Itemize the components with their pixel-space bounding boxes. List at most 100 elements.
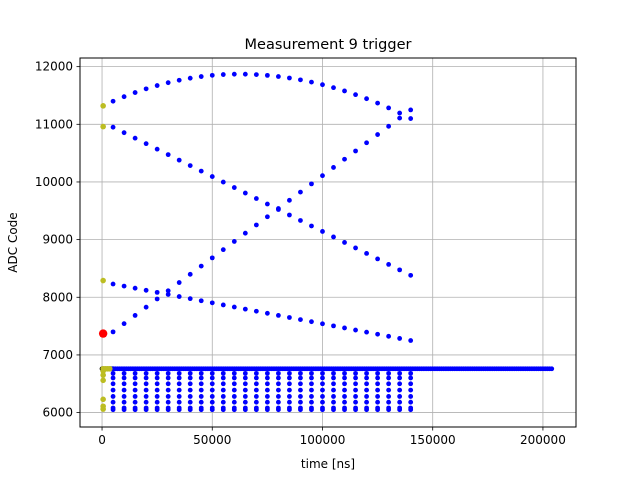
data-point <box>320 387 325 393</box>
data-point <box>353 381 358 387</box>
data-point <box>220 302 226 308</box>
data-point <box>121 399 127 405</box>
data-point <box>386 381 392 387</box>
data-point <box>309 181 314 187</box>
data-point <box>176 157 182 163</box>
y-tick-label: 10000 <box>35 175 73 189</box>
data-point <box>386 105 392 111</box>
data-point <box>110 281 116 287</box>
data-point <box>408 407 414 413</box>
data-point <box>375 387 380 393</box>
data-point <box>386 394 392 399</box>
data-point <box>375 399 380 405</box>
data-point <box>320 229 325 234</box>
data-point <box>154 394 160 399</box>
data-point <box>309 387 314 393</box>
data-point <box>342 399 347 405</box>
data-point <box>353 148 358 154</box>
data-point <box>110 329 116 335</box>
data-point <box>143 387 149 393</box>
data-point <box>264 394 270 399</box>
data-point <box>309 319 314 325</box>
start-point <box>106 365 113 372</box>
data-point <box>386 399 392 405</box>
data-point <box>253 72 259 78</box>
data-point <box>342 407 347 413</box>
data-point <box>220 394 226 399</box>
data-point <box>121 381 127 387</box>
data-point <box>242 399 248 405</box>
data-point <box>209 72 215 78</box>
data-point <box>386 387 392 393</box>
data-point <box>209 407 215 413</box>
data-point <box>397 336 403 341</box>
data-point <box>209 387 215 393</box>
data-point <box>331 399 336 405</box>
data-point <box>231 387 237 393</box>
grid-lines <box>80 58 576 427</box>
data-point <box>132 381 138 387</box>
data-point <box>154 370 160 376</box>
data-point <box>397 115 403 121</box>
data-point <box>242 306 248 312</box>
data-point <box>309 399 314 405</box>
data-point <box>231 399 237 405</box>
data-point <box>342 375 347 381</box>
data-point <box>264 399 270 405</box>
data-point <box>198 387 204 393</box>
data-point <box>209 300 215 306</box>
data-point <box>231 370 237 376</box>
data-point <box>132 135 138 141</box>
data-point <box>276 375 281 381</box>
data-point <box>298 77 303 83</box>
data-point <box>242 407 248 413</box>
start-point <box>100 103 106 109</box>
data-point <box>165 387 171 393</box>
y-tick-label: 6000 <box>42 406 73 420</box>
data-point <box>110 370 116 376</box>
data-point <box>386 123 392 129</box>
x-tick-label: 150000 <box>410 433 456 447</box>
data-point <box>353 370 358 376</box>
data-point <box>342 394 347 399</box>
data-point <box>242 381 248 387</box>
data-point <box>198 399 204 405</box>
data-point <box>276 370 281 376</box>
data-point <box>375 375 380 381</box>
data-point <box>209 399 215 405</box>
data-point <box>220 387 226 393</box>
data-point <box>253 370 259 376</box>
data-point <box>187 407 193 413</box>
data-point <box>320 407 325 413</box>
data-point <box>132 407 138 413</box>
data-point <box>397 399 403 405</box>
data-point <box>154 296 160 302</box>
data-point <box>276 399 281 405</box>
data-point <box>165 152 171 158</box>
data-point <box>220 72 226 77</box>
data-point <box>298 381 303 387</box>
data-point <box>176 407 182 413</box>
data-point <box>220 375 226 381</box>
data-point <box>187 375 193 381</box>
data-point <box>143 399 149 405</box>
data-point <box>264 407 270 413</box>
data-point <box>375 256 380 262</box>
data-point <box>353 407 358 413</box>
data-point <box>242 230 248 236</box>
data-point <box>132 399 138 405</box>
data-point <box>331 234 336 240</box>
data-point <box>287 75 292 81</box>
data-point <box>320 370 325 376</box>
data-point <box>342 156 347 162</box>
data-point <box>298 399 303 405</box>
data-point <box>397 381 403 387</box>
data-point <box>298 189 303 195</box>
data-point <box>397 387 403 393</box>
data-point <box>121 387 127 393</box>
start-point <box>100 123 106 130</box>
data-point <box>143 407 149 413</box>
data-point <box>231 394 237 399</box>
data-point <box>110 124 116 130</box>
